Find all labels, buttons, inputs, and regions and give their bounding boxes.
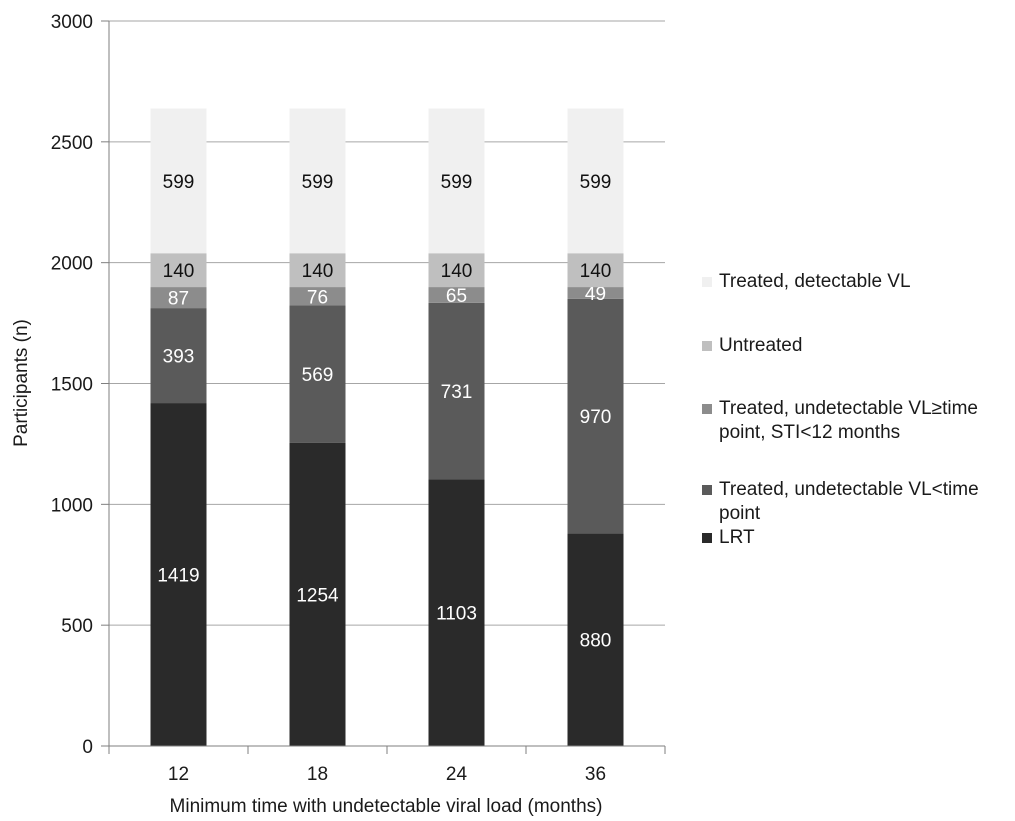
legend-item: Treated, undetectable VL≥time point, STI… xyxy=(702,397,1012,445)
bar-segment xyxy=(150,108,207,254)
bar-segment xyxy=(289,108,346,254)
bar-segment xyxy=(289,305,346,443)
bar-segment xyxy=(428,108,485,254)
bar-value-label: 880 xyxy=(580,631,612,652)
legend-label: Treated, undetectable VL≥time point, STI… xyxy=(719,398,978,443)
bar-value-label: 1419 xyxy=(157,566,199,587)
bar-segment xyxy=(428,479,485,746)
bar-value-label: 393 xyxy=(163,347,195,368)
bar-value-label: 65 xyxy=(446,286,467,307)
y-tick-label: 500 xyxy=(61,616,93,637)
legend-swatch xyxy=(702,277,712,287)
axes: 0 500 1000 1500 2000 2500 3000 12 18 24 36 xyxy=(51,12,666,785)
bar-segment xyxy=(428,302,485,480)
y-tick-label: 1500 xyxy=(51,375,93,396)
bar-segment xyxy=(289,287,346,306)
legend-item: Treated, detectable VL xyxy=(702,270,911,294)
bar-segment xyxy=(150,308,207,404)
bar-value-label: 599 xyxy=(441,172,473,193)
legend-swatch xyxy=(702,404,712,414)
bar-value-label: 140 xyxy=(163,261,195,282)
legend-label: Untreated xyxy=(719,335,803,356)
x-tick-label: 36 xyxy=(585,764,606,785)
bar-segment xyxy=(567,533,624,746)
bar-segment xyxy=(567,287,624,299)
bar-segment xyxy=(567,253,624,288)
legend-swatch xyxy=(702,341,712,351)
legend-swatch xyxy=(702,533,712,543)
bar-value-label: 140 xyxy=(302,261,334,282)
legend-item: Untreated xyxy=(702,334,802,358)
bar-value-label: 970 xyxy=(580,407,612,428)
y-tick-label: 0 xyxy=(82,737,93,758)
bar-segment xyxy=(289,253,346,288)
bar-value-label: 599 xyxy=(163,172,195,193)
x-tick-label: 24 xyxy=(446,764,468,785)
bar-value-label: 599 xyxy=(580,172,612,193)
bar-value-label: 49 xyxy=(585,284,606,305)
bar-segment xyxy=(150,253,207,288)
legend-swatch xyxy=(702,485,712,495)
bar-segment xyxy=(567,298,624,534)
bars: 1419 393 87 140 599 1254 569 76 140 599 1103 731 65 1… xyxy=(150,108,624,746)
bar-value-label: 599 xyxy=(302,172,334,193)
bar-segment xyxy=(150,403,207,746)
bar-segment xyxy=(289,442,346,746)
bar-value-label: 76 xyxy=(307,287,328,308)
bar-segment xyxy=(567,108,624,254)
legend-item: Treated, undetectable VL<time point xyxy=(702,478,1012,526)
y-tick-label: 2000 xyxy=(51,254,93,275)
x-axis-title: Minimum time with undetectable viral loa… xyxy=(170,796,603,817)
bar-segment xyxy=(150,287,207,309)
bar-value-label: 140 xyxy=(441,261,473,282)
bar-value-label: 731 xyxy=(441,382,473,403)
x-tick-label: 12 xyxy=(168,764,189,785)
bar-segment xyxy=(428,287,485,303)
y-axis-title: Participants (n) xyxy=(11,319,32,447)
legend-label: LRT xyxy=(719,527,755,548)
legend-item: LRT xyxy=(702,526,755,550)
legend-label: Treated, undetectable VL<time point xyxy=(719,479,979,524)
y-tick-label: 3000 xyxy=(51,12,93,33)
x-tick-label: 18 xyxy=(307,764,328,785)
bar-segment xyxy=(428,253,485,288)
bar-value-label: 140 xyxy=(580,261,612,282)
bar-value-label: 1254 xyxy=(296,585,339,606)
y-tick-label: 2500 xyxy=(51,133,93,154)
bar-value-label: 1103 xyxy=(436,604,477,625)
bar-value-label: 569 xyxy=(302,365,334,386)
bar-value-label: 87 xyxy=(168,289,189,310)
y-tick-label: 1000 xyxy=(51,495,93,516)
legend-label: Treated, detectable VL xyxy=(719,271,911,292)
